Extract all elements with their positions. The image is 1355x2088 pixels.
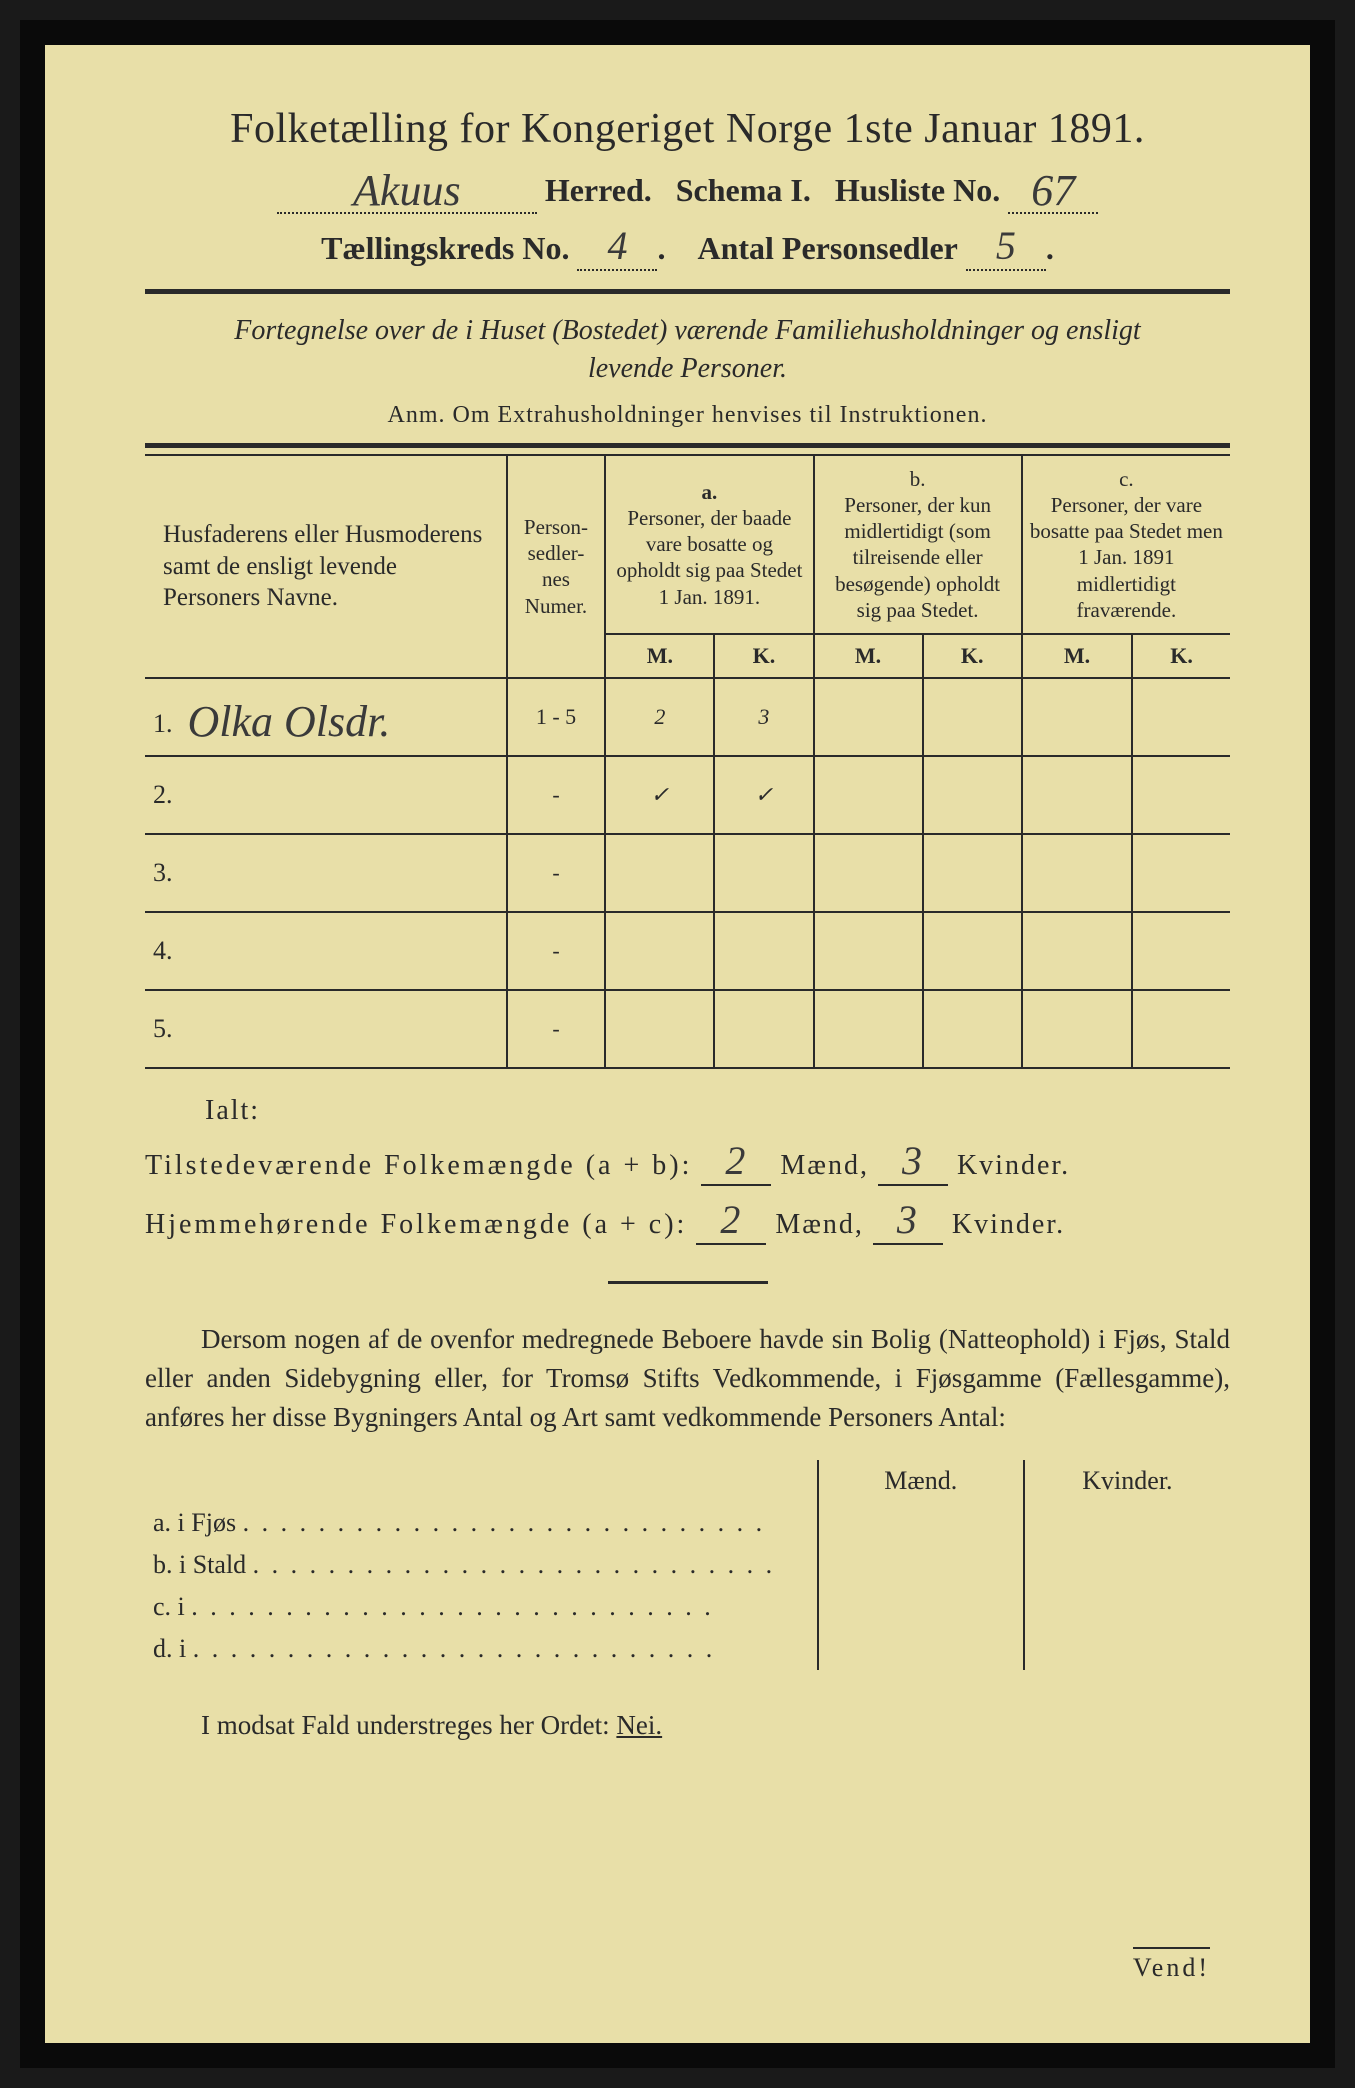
- husliste-label: Husliste No.: [835, 172, 1000, 208]
- sub-table-row: a. i Fjøs . . . . . . . . . . . . . . . …: [145, 1502, 1230, 1544]
- kvinder-label-2: Kvinder.: [952, 1209, 1065, 1240]
- herred-value: Akuus: [353, 165, 461, 216]
- main-table: Husfaderens eller Husmoderens samt de en…: [145, 454, 1230, 1070]
- col-names-header: Husfaderens eller Husmoderens samt de en…: [145, 455, 507, 679]
- herred-label: Herred.: [545, 172, 652, 208]
- b-m-header: M.: [814, 634, 923, 678]
- totals-line-1: Tilstedeværende Folkemængde (a + b): 2 M…: [145, 1137, 1230, 1186]
- col-a-label: a.: [702, 480, 718, 504]
- totals-1-m: 2: [725, 1138, 747, 1183]
- sub-table-row: d. i . . . . . . . . . . . . . . . . . .…: [145, 1628, 1230, 1670]
- col-a-text: Personer, der baade vare bosatte og opho…: [616, 506, 802, 609]
- sub-kvinder-header: Kvinder.: [1024, 1460, 1230, 1502]
- c-m-header: M.: [1022, 634, 1132, 678]
- col-c-text: Personer, der vare bosatte paa Stedet me…: [1030, 493, 1223, 622]
- husliste-value: 67: [1031, 165, 1075, 216]
- col-b-header: b. Personer, der kun midlertidigt (som t…: [814, 455, 1022, 635]
- col-c-header: c. Personer, der vare bosatte paa Stedet…: [1022, 455, 1230, 635]
- table-row: 3. -: [145, 834, 1230, 912]
- subtitle-line1: Fortegnelse over de i Huset (Bostedet) v…: [234, 315, 1140, 346]
- b-k-header: K.: [923, 634, 1022, 678]
- totals-2-label: Hjemmehørende Folkemængde (a + c):: [145, 1209, 687, 1240]
- col-numer-header: Person-sedler-nes Numer.: [507, 455, 606, 679]
- nei-line: I modsat Fald understreges her Ordet: Ne…: [201, 1710, 1230, 1741]
- table-row: 4. -: [145, 912, 1230, 990]
- a-m-header: M.: [605, 634, 714, 678]
- sub-table-row: b. i Stald . . . . . . . . . . . . . . .…: [145, 1544, 1230, 1586]
- table-row: 1. Olka Olsdr.1 - 523: [145, 678, 1230, 756]
- rule-1: [145, 289, 1230, 294]
- totals-2-m: 2: [720, 1197, 742, 1242]
- totals-line-2: Hjemmehørende Folkemængde (a + c): 2 Mæn…: [145, 1196, 1230, 1245]
- vend-label: Vend!: [1133, 1947, 1210, 1983]
- col-a-header: a. Personer, der baade vare bosatte og o…: [605, 455, 813, 635]
- maend-label-2: Mænd,: [775, 1209, 864, 1240]
- table-row: 5. -: [145, 990, 1230, 1068]
- subtitle-line2: levende Personer.: [588, 353, 787, 384]
- header-line-3: Tællingskreds No. 4. Antal Personsedler …: [145, 222, 1230, 271]
- kreds-label: Tællingskreds No.: [321, 230, 569, 266]
- mid-rule: [608, 1281, 768, 1284]
- col-c-label: c.: [1119, 467, 1134, 491]
- totals-1-k: 3: [902, 1138, 924, 1183]
- subtitle: Fortegnelse over de i Huset (Bostedet) v…: [145, 312, 1230, 388]
- kvinder-label: Kvinder.: [957, 1150, 1070, 1181]
- c-k-header: K.: [1132, 634, 1230, 678]
- a-k-header: K.: [714, 634, 813, 678]
- paragraph: Dersom nogen af de ovenfor medregnede Be…: [145, 1320, 1230, 1437]
- census-form-page: Folketælling for Kongeriget Norge 1ste J…: [20, 20, 1335, 2068]
- main-title: Folketælling for Kongeriget Norge 1ste J…: [145, 105, 1230, 153]
- nei-word: Nei.: [616, 1710, 662, 1740]
- totals-2-k: 3: [897, 1197, 919, 1242]
- sub-table: Mænd. Kvinder. a. i Fjøs . . . . . . . .…: [145, 1460, 1230, 1670]
- anm-note: Anm. Om Extrahusholdninger henvises til …: [145, 402, 1230, 429]
- sub-table-row: c. i . . . . . . . . . . . . . . . . . .…: [145, 1586, 1230, 1628]
- kreds-value: 4: [607, 223, 627, 268]
- totals-1-label: Tilstedeværende Folkemængde (a + b):: [145, 1150, 692, 1181]
- rule-2: [145, 443, 1230, 448]
- table-row: 2. -✓✓: [145, 756, 1230, 834]
- nei-text: I modsat Fald understreges her Ordet:: [201, 1710, 616, 1740]
- maend-label: Mænd,: [780, 1150, 869, 1181]
- ialt-label: Ialt:: [205, 1095, 1230, 1127]
- header-line-2: Akuus Herred. Schema I. Husliste No. 67: [145, 161, 1230, 214]
- col-b-text: Personer, der kun midlertidigt (som tilr…: [835, 493, 1000, 622]
- antal-label: Antal Personsedler: [697, 230, 957, 266]
- antal-value: 5: [996, 223, 1016, 268]
- sub-maend-header: Mænd.: [818, 1460, 1024, 1502]
- schema-label: Schema I.: [676, 172, 811, 208]
- header-block: Folketælling for Kongeriget Norge 1ste J…: [145, 105, 1230, 271]
- paragraph-text: Dersom nogen af de ovenfor medregnede Be…: [145, 1324, 1230, 1432]
- col-b-label: b.: [910, 467, 926, 491]
